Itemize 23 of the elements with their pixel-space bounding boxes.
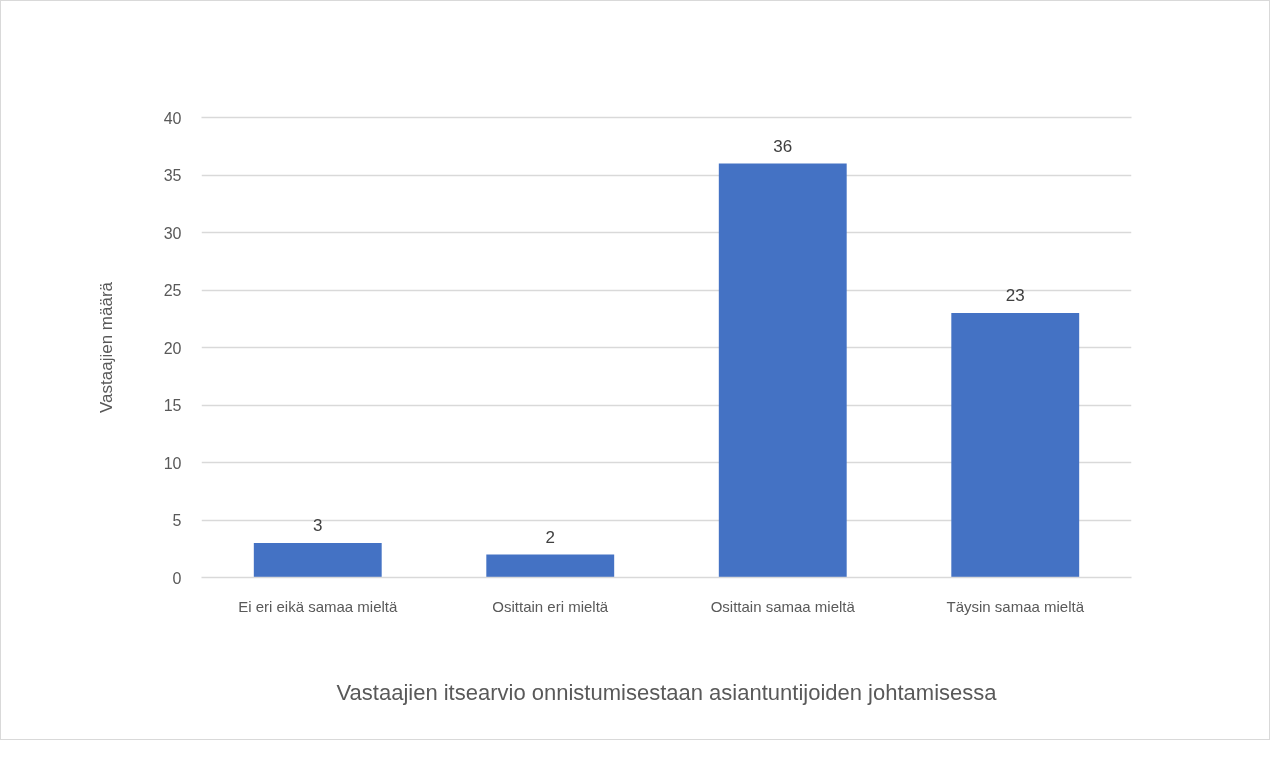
x-tick-label: Osittain samaa mieltä bbox=[710, 597, 856, 615]
bar bbox=[486, 554, 615, 578]
x-tick-label: Ei eri eikä samaa mieltä bbox=[238, 597, 399, 615]
y-tick-label: 30 bbox=[163, 224, 182, 242]
y-tick-label: 10 bbox=[163, 454, 182, 472]
data-label: 23 bbox=[1005, 286, 1025, 305]
data-label: 2 bbox=[545, 527, 555, 547]
y-tick-label: 15 bbox=[163, 397, 182, 414]
bar bbox=[718, 163, 847, 578]
x-tick-label: Osittain eri mieltä bbox=[492, 597, 609, 615]
data-label: 36 bbox=[773, 136, 793, 156]
y-tick-label: 25 bbox=[163, 282, 182, 299]
x-axis-title: Vastaajien itsearvio onnistumisestaan asiantuntijoiden johtamisessa bbox=[336, 679, 998, 705]
x-tick-label: Täysin samaa mieltä bbox=[946, 597, 1085, 615]
y-tick-label: 40 bbox=[163, 109, 182, 127]
y-axis-title: Vastaajien määrä bbox=[96, 281, 116, 414]
y-tick-label: 35 bbox=[163, 167, 182, 184]
bar bbox=[253, 543, 382, 578]
y-tick-label: 0 bbox=[172, 569, 182, 587]
data-label: 3 bbox=[313, 516, 323, 535]
y-tick-label: 20 bbox=[163, 339, 182, 357]
y-tick-label: 5 bbox=[172, 512, 182, 529]
bar bbox=[951, 313, 1080, 578]
